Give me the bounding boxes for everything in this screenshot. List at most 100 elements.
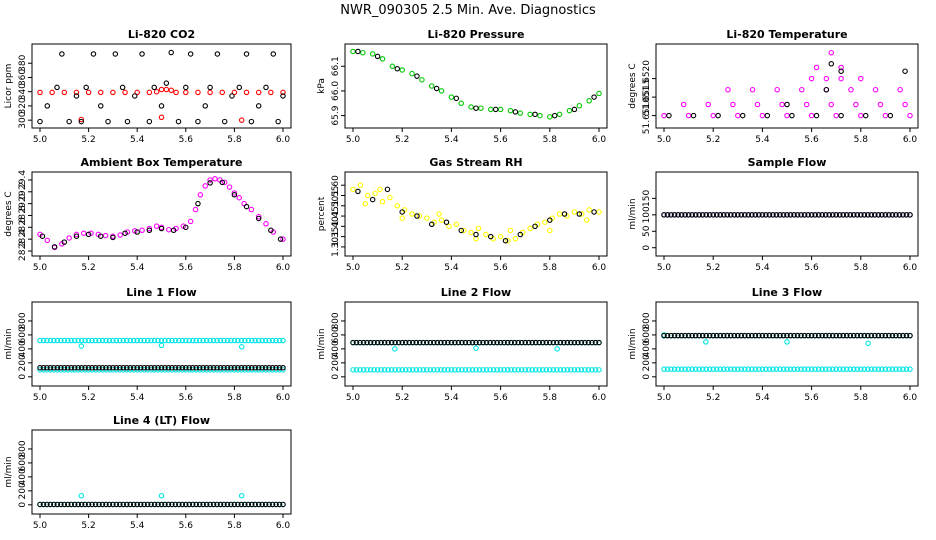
data-point (350, 367, 356, 373)
data-point (713, 332, 720, 339)
data-point (255, 215, 262, 222)
data-point (808, 212, 815, 218)
data-point (504, 339, 511, 346)
data-point (893, 366, 899, 372)
data-point (99, 364, 106, 371)
data-point (483, 231, 489, 238)
data-point (207, 364, 213, 371)
data-point (127, 364, 134, 371)
data-point (661, 212, 667, 218)
data-point (355, 48, 361, 55)
data-point (148, 337, 154, 344)
x-tick-label: 6.0 (592, 263, 607, 273)
data-point (897, 86, 903, 93)
data-point (224, 337, 231, 344)
data-point (583, 217, 590, 223)
data-point (875, 332, 882, 339)
data-point (231, 192, 238, 198)
data-point (124, 501, 130, 508)
x-tick-label: 5.6 (804, 135, 819, 145)
data-point (564, 367, 571, 373)
data-point (61, 501, 68, 508)
y-tick-label: 1.60 (331, 175, 341, 195)
data-point (58, 501, 64, 508)
data-point (527, 111, 533, 118)
data-point (229, 93, 235, 99)
data-point (103, 337, 109, 344)
data-point (473, 231, 479, 238)
data-point (179, 364, 186, 371)
data-point (907, 112, 913, 119)
data-point (122, 89, 128, 96)
data-point (155, 337, 161, 344)
data-point (661, 112, 667, 119)
data-point (452, 339, 458, 346)
data-point (186, 501, 193, 508)
data-point (252, 501, 258, 508)
data-point (865, 332, 871, 339)
data-point (424, 367, 430, 373)
data-point (808, 366, 815, 372)
data-point (137, 364, 144, 371)
data-point (706, 212, 713, 218)
data-point (448, 94, 455, 100)
data-point (889, 366, 896, 372)
x-tick-label: 5.2 (81, 263, 95, 273)
data-point (40, 501, 47, 508)
panel-title-rh: Gas Stream RH (429, 156, 522, 169)
data-point (224, 501, 231, 508)
data-point (858, 332, 864, 339)
data-point (710, 332, 716, 339)
data-point (578, 339, 585, 346)
y-tick-label: 600 (642, 326, 652, 343)
data-point (596, 209, 602, 215)
data-point (144, 364, 151, 371)
data-point (561, 339, 567, 346)
data-point (379, 198, 386, 205)
data-point (799, 86, 805, 93)
data-point (245, 337, 252, 344)
x-tick-label: 5.8 (543, 135, 558, 145)
data-point (784, 332, 790, 339)
data-point (409, 339, 416, 346)
data-point (427, 339, 434, 346)
data-point (127, 501, 134, 508)
data-point (680, 101, 687, 108)
data-point (823, 86, 830, 93)
x-tick-label: 5.0 (33, 135, 48, 145)
data-point (168, 87, 174, 94)
data-point (557, 339, 564, 346)
data-point (183, 84, 189, 91)
data-point (196, 337, 203, 344)
data-point (473, 367, 479, 373)
data-point (455, 339, 462, 346)
data-point (80, 230, 87, 236)
data-point (189, 501, 196, 508)
data-point (487, 367, 493, 373)
data-point (735, 212, 741, 218)
data-point (703, 366, 709, 372)
data-point (236, 194, 243, 201)
data-point (664, 332, 671, 339)
x-tick-label: 5.2 (395, 393, 409, 403)
y-tick-label: 51.6510 (642, 97, 652, 134)
data-point (168, 49, 174, 56)
data-point (668, 366, 674, 372)
data-point (724, 332, 731, 339)
data-point (497, 339, 504, 346)
data-point (99, 337, 106, 344)
plot-frame (31, 301, 292, 387)
data-point (480, 339, 486, 346)
data-point (438, 217, 445, 223)
data-point (838, 75, 844, 82)
data-point (838, 68, 844, 74)
data-point (374, 339, 381, 346)
data-point (221, 501, 227, 508)
data-point (243, 89, 250, 96)
data-point (861, 332, 868, 339)
data-point (394, 65, 401, 72)
data-point (773, 366, 780, 372)
data-point (360, 367, 367, 373)
x-tick-label: 6.0 (276, 393, 291, 403)
data-point (690, 112, 697, 119)
